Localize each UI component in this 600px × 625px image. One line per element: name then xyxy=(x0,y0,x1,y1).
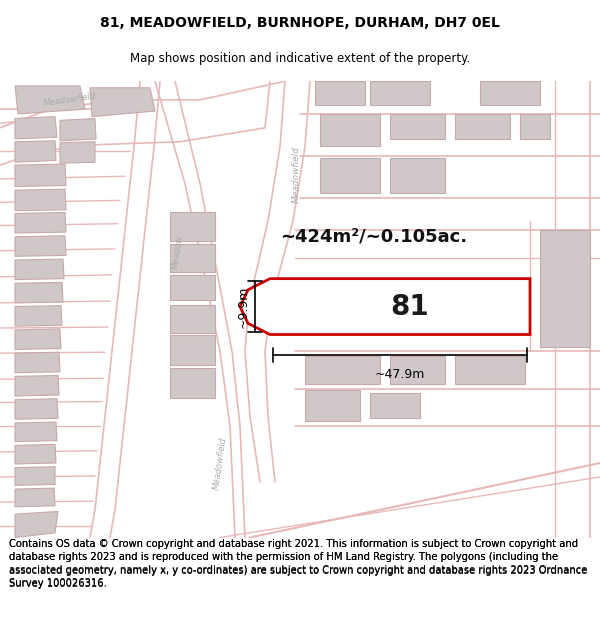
Polygon shape xyxy=(170,368,215,398)
Polygon shape xyxy=(15,467,55,486)
Polygon shape xyxy=(540,230,590,347)
Text: ~47.9m: ~47.9m xyxy=(375,368,425,381)
Polygon shape xyxy=(305,356,380,384)
Text: Meadow...: Meadow... xyxy=(170,228,185,271)
Polygon shape xyxy=(15,213,66,233)
Polygon shape xyxy=(15,236,66,256)
Polygon shape xyxy=(15,329,61,349)
Text: Contains OS data © Crown copyright and database right 2021. This information is : Contains OS data © Crown copyright and d… xyxy=(9,539,587,588)
Text: 81, MEADOWFIELD, BURNHOPE, DURHAM, DH7 0EL: 81, MEADOWFIELD, BURNHOPE, DURHAM, DH7 0… xyxy=(100,16,500,30)
Polygon shape xyxy=(15,86,85,114)
Text: Meadowfield: Meadowfield xyxy=(292,146,301,202)
Polygon shape xyxy=(390,356,445,384)
Polygon shape xyxy=(320,114,380,146)
Text: ~424m²/~0.105ac.: ~424m²/~0.105ac. xyxy=(280,228,467,246)
Polygon shape xyxy=(520,114,550,139)
Polygon shape xyxy=(15,282,63,303)
Polygon shape xyxy=(15,141,56,162)
Polygon shape xyxy=(170,212,215,241)
Polygon shape xyxy=(390,158,445,193)
Polygon shape xyxy=(15,306,62,326)
Polygon shape xyxy=(320,158,380,193)
Polygon shape xyxy=(170,334,215,365)
Polygon shape xyxy=(15,422,57,442)
Text: Contains OS data © Crown copyright and database right 2021. This information is : Contains OS data © Crown copyright and d… xyxy=(9,539,587,589)
Polygon shape xyxy=(15,352,60,372)
Polygon shape xyxy=(15,511,58,538)
Text: Map shows position and indicative extent of the property.: Map shows position and indicative extent… xyxy=(130,52,470,65)
Text: Meadowfield: Meadowfield xyxy=(43,92,97,108)
Polygon shape xyxy=(240,279,530,334)
Polygon shape xyxy=(170,305,215,332)
Polygon shape xyxy=(15,399,58,419)
Polygon shape xyxy=(455,356,525,384)
Polygon shape xyxy=(170,275,215,300)
Polygon shape xyxy=(15,164,66,186)
Text: Meadowfield: Meadowfield xyxy=(212,436,228,490)
Polygon shape xyxy=(480,81,540,104)
Polygon shape xyxy=(90,88,155,117)
Polygon shape xyxy=(315,81,365,104)
Polygon shape xyxy=(15,444,56,464)
Polygon shape xyxy=(455,114,510,139)
Polygon shape xyxy=(390,114,445,139)
Polygon shape xyxy=(370,393,420,418)
Polygon shape xyxy=(170,244,215,272)
Polygon shape xyxy=(60,119,96,141)
Polygon shape xyxy=(15,117,57,139)
Polygon shape xyxy=(15,259,64,279)
Polygon shape xyxy=(15,488,55,507)
Text: ~9.9m: ~9.9m xyxy=(237,286,250,328)
Polygon shape xyxy=(60,142,95,163)
Polygon shape xyxy=(305,391,360,421)
Polygon shape xyxy=(370,81,430,104)
Text: 81: 81 xyxy=(391,292,430,321)
Polygon shape xyxy=(15,189,66,211)
Polygon shape xyxy=(15,376,59,396)
